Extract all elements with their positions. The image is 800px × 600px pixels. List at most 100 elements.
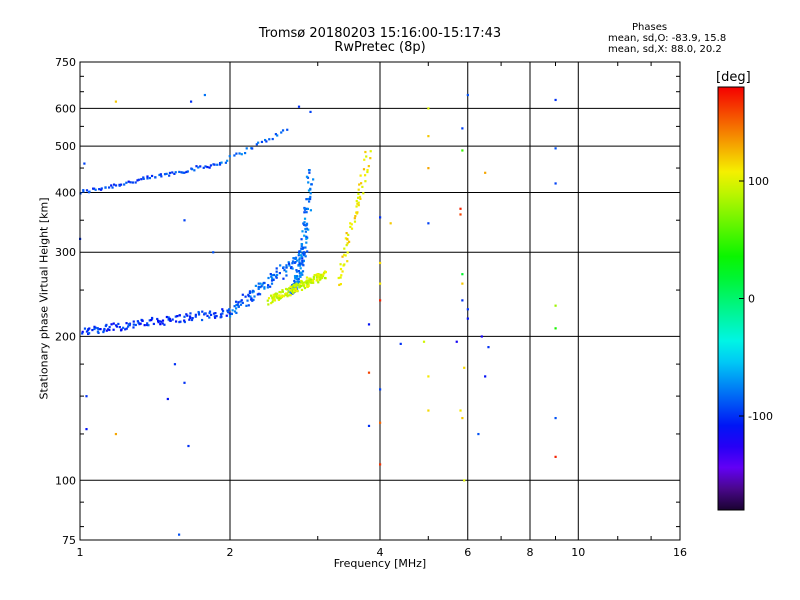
data-point <box>269 285 272 288</box>
data-point <box>183 219 186 222</box>
x-tick-label: 8 <box>527 546 534 559</box>
data-point <box>103 327 106 331</box>
data-point <box>317 273 321 277</box>
data-point <box>291 291 295 295</box>
data-point <box>96 330 99 333</box>
data-point <box>554 327 557 330</box>
data-point <box>305 198 308 201</box>
x-axis-label: Frequency [MHz] <box>333 557 427 570</box>
data-point <box>298 262 301 265</box>
data-point <box>310 280 313 283</box>
data-point <box>299 282 302 285</box>
data-point <box>257 287 260 290</box>
data-point <box>309 209 313 212</box>
data-point <box>206 165 209 169</box>
data-point <box>293 279 296 283</box>
data-point <box>324 271 327 274</box>
data-point <box>281 290 285 293</box>
data-point <box>86 329 90 332</box>
data-point <box>98 188 101 191</box>
data-point <box>345 244 348 247</box>
data-point <box>161 319 165 322</box>
data-point <box>367 371 371 374</box>
data-point <box>297 277 300 281</box>
data-point <box>267 284 270 287</box>
data-point <box>302 222 305 225</box>
data-point <box>291 285 295 288</box>
data-point <box>300 262 303 265</box>
data-point <box>289 294 292 297</box>
data-point <box>311 281 314 284</box>
data-point <box>379 388 382 391</box>
data-point <box>197 313 201 316</box>
data-point <box>235 303 238 307</box>
data-point <box>319 278 322 281</box>
data-point <box>301 260 304 264</box>
data-point <box>276 292 279 295</box>
data-point <box>150 174 154 178</box>
data-point <box>344 254 347 257</box>
data-point <box>303 223 306 226</box>
data-point <box>355 205 358 208</box>
data-point <box>300 280 303 283</box>
data-point <box>114 432 118 436</box>
data-point <box>278 290 281 294</box>
data-point <box>304 281 307 284</box>
data-point <box>301 230 304 233</box>
data-point <box>299 267 302 270</box>
data-point <box>173 363 177 366</box>
data-point <box>358 195 362 199</box>
data-point <box>191 317 194 320</box>
data-point <box>301 270 305 273</box>
data-point <box>221 309 225 313</box>
data-point <box>379 299 382 302</box>
data-point <box>298 250 301 254</box>
data-point <box>234 307 238 310</box>
data-point <box>357 192 360 195</box>
data-point <box>341 270 344 273</box>
data-point <box>294 257 297 261</box>
data-point <box>293 282 297 285</box>
data-point <box>138 323 141 326</box>
data-point <box>266 286 269 289</box>
data-point <box>554 416 557 420</box>
data-point <box>168 174 171 177</box>
data-point <box>339 263 342 266</box>
data-point <box>299 284 303 288</box>
data-point <box>253 295 256 298</box>
y-axis-label: Stationary phase Virtual Height [km] <box>37 197 51 400</box>
data-point <box>306 197 309 201</box>
data-point <box>137 321 140 324</box>
data-point <box>379 463 382 466</box>
data-point <box>427 222 430 225</box>
data-point <box>180 171 183 174</box>
data-point <box>461 127 464 130</box>
data-point <box>297 270 301 273</box>
x-tick-label: 16 <box>673 546 687 559</box>
data-point <box>147 324 150 327</box>
data-point <box>255 143 258 146</box>
x-tick-label: 2 <box>227 546 234 559</box>
data-point <box>303 234 306 237</box>
data-point <box>363 158 366 161</box>
data-point <box>427 409 430 412</box>
data-point <box>189 316 192 319</box>
data-point <box>132 326 135 329</box>
data-point <box>285 292 288 295</box>
data-point <box>307 228 310 231</box>
data-point <box>276 273 279 277</box>
data-point <box>554 147 557 150</box>
data-point <box>187 444 190 448</box>
data-point <box>303 207 306 210</box>
data-point <box>160 320 163 323</box>
y-tick-label: 75 <box>62 534 76 547</box>
data-point <box>124 328 127 331</box>
data-point <box>85 428 88 431</box>
data-point <box>276 295 279 298</box>
data-point <box>379 282 382 285</box>
data-point <box>225 314 228 317</box>
data-point <box>285 266 288 269</box>
data-point <box>274 293 277 296</box>
data-point <box>94 188 97 191</box>
data-point <box>300 243 304 246</box>
